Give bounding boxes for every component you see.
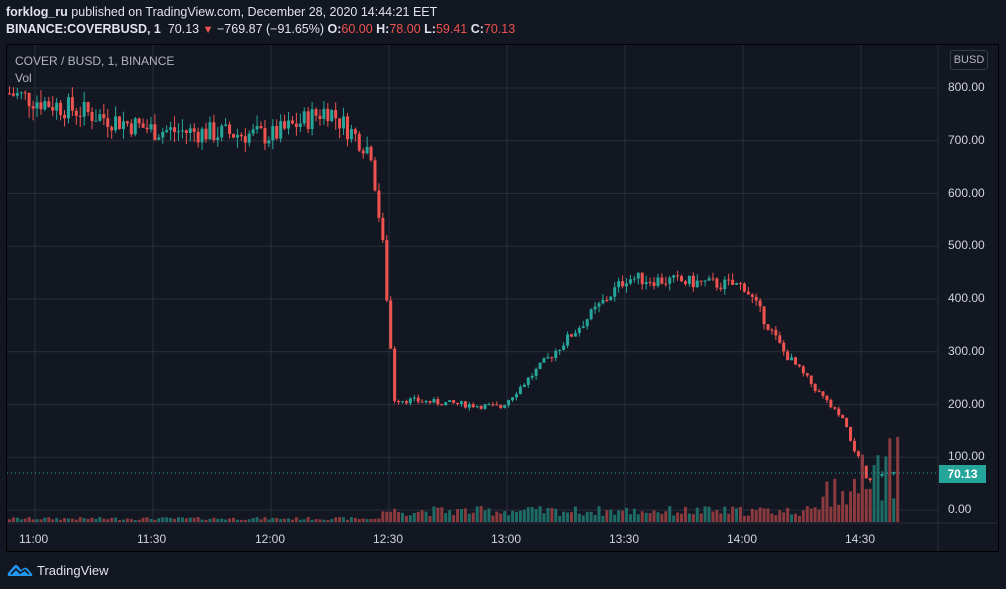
header: forklog_ru published on TradingView.com,… (6, 4, 515, 39)
time-label: 14:00 (727, 532, 758, 546)
time-label: 12:00 (255, 532, 286, 546)
price-label: 700.00 (948, 132, 985, 147)
open-label: O: (327, 22, 342, 36)
tradingview-logo-icon (7, 565, 33, 576)
last-price: 70.13 (167, 22, 200, 36)
publisher-name[interactable]: forklog_ru (6, 5, 68, 19)
price-label: 300.00 (948, 343, 985, 358)
price-label: 600.00 (948, 185, 985, 200)
high-label: H: (376, 22, 390, 36)
time-label: 13:30 (609, 532, 640, 546)
low-label: L: (424, 22, 436, 36)
price-label: 800.00 (948, 80, 985, 94)
price-label: 0.00 (948, 502, 972, 516)
open-value: 60.00 (341, 22, 373, 36)
currency-button[interactable]: BUSD (950, 50, 988, 70)
published-text: published on TradingView.com, December 2… (67, 5, 438, 19)
high-value: 78.00 (389, 22, 421, 36)
publish-line: forklog_ru published on TradingView.com,… (6, 4, 515, 21)
price-label: 100.00 (948, 449, 985, 464)
low-value: 59.41 (435, 22, 468, 36)
last-price-tag: 70.13 (939, 465, 986, 483)
down-arrow-icon: ▼ (202, 24, 214, 36)
close-label: C: (470, 22, 484, 36)
time-label: 11:00 (19, 532, 49, 546)
time-label: 13:00 (491, 532, 522, 546)
volume-legend[interactable]: Vol (15, 71, 32, 85)
price-label: 500.00 (948, 238, 985, 253)
brand-name: TradingView (37, 562, 109, 578)
price-label: 200.00 (948, 396, 985, 411)
time-label: 14:30 (845, 532, 876, 546)
time-label: 12:30 (373, 532, 404, 546)
change: −769.87 (−91.65%) (216, 22, 325, 36)
close-value: 70.13 (483, 22, 516, 36)
time-label: 11:30 (137, 532, 167, 546)
series-legend[interactable]: COVER / BUSD, 1, BINANCE (15, 54, 175, 68)
price-label: 400.00 (948, 291, 985, 305)
tradingview-brand[interactable]: TradingView (7, 562, 109, 578)
symbol: BINANCE:COVERBUSD, 1 (6, 22, 161, 36)
symbol-line: BINANCE:COVERBUSD, 1 70.13 ▼ −769.87 (−9… (6, 21, 515, 39)
